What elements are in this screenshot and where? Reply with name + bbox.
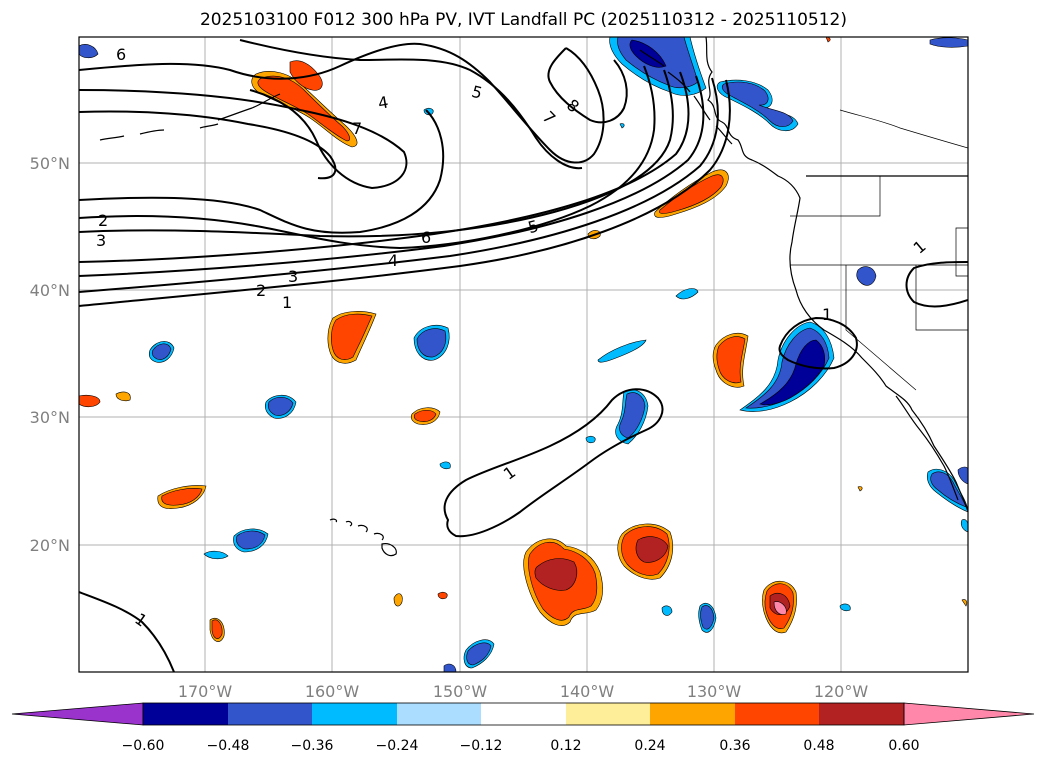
- se-alaska-islands: [639, 49, 733, 145]
- contour-north-wave-b: [239, 39, 583, 170]
- lon-label-170w: 170°W: [178, 682, 233, 701]
- contour-label-6-mid: 6: [421, 228, 431, 247]
- shade-neg-east-edge-a: [957, 466, 968, 485]
- colorbar-segment-2: [228, 703, 312, 725]
- shade-neg-tiny-d: [439, 461, 451, 470]
- colorbar-tick-label-2: −0.48: [207, 738, 250, 754]
- shade-pos-west-edge: [79, 394, 101, 408]
- contour-7: [79, 109, 445, 234]
- colorbar-segment-6: [566, 703, 650, 725]
- contour-label-2-west: 2: [98, 211, 108, 230]
- lat-label-40n: 40°N: [30, 281, 70, 300]
- contour-1: [79, 79, 731, 307]
- map-title: 2025103100 F012 300 hPa PV, IVT Landfall…: [199, 10, 847, 30]
- baja-peninsula: [895, 395, 959, 501]
- shade-neg-nevada: [856, 266, 877, 286]
- colorbar-segment-8: [735, 703, 819, 725]
- contour-2: [79, 77, 719, 293]
- shade-pos-west-small: [115, 391, 131, 402]
- lat-label-50n: 50°N: [30, 154, 70, 173]
- colorbar-segment-3: [312, 703, 397, 725]
- lon-label-150w: 150°W: [433, 682, 488, 701]
- contour-label-7-west: 7: [352, 119, 362, 138]
- contour-upper-loop: [79, 89, 408, 190]
- contour-1-sw: [79, 591, 175, 672]
- contour-4: [79, 71, 690, 263]
- shade-pos-small-c: [437, 592, 448, 600]
- colorbar-tick-label-4: −0.24: [376, 738, 419, 754]
- shade-neg-tiny-f: [661, 605, 673, 616]
- colorbar-tick-label-9: 0.48: [803, 738, 834, 754]
- lon-label-160w: 160°W: [305, 682, 360, 701]
- contour-label-4-mid: 4: [388, 251, 398, 270]
- colorbar-tick-label-8: 0.36: [719, 738, 750, 754]
- contour-label-2-mid: 2: [256, 281, 266, 300]
- shade-neg-tiny-e: [203, 550, 229, 560]
- colorbar-tick-label-3: −0.36: [291, 738, 334, 754]
- contour-1-subtropic: [443, 388, 664, 538]
- shade-neg-nw-corner: [79, 44, 99, 59]
- aleutians: [99, 93, 281, 141]
- lon-label-130w: 130°W: [687, 682, 742, 701]
- state-borders: [790, 109, 968, 391]
- colorbar-segment-7: [650, 703, 735, 725]
- contour-label-5-mid: 5: [526, 216, 541, 237]
- contour-5: [79, 69, 674, 238]
- contour-label-4-north: 4: [377, 92, 390, 112]
- shade-neg-tiny-g: [839, 603, 851, 612]
- shade-neg-north-central: [675, 288, 699, 300]
- shade-neg-tiny-b: [619, 123, 625, 129]
- colorbar-extend-high: [903, 702, 1035, 726]
- contour-inner-loop: [79, 110, 337, 180]
- hawaii: [329, 518, 397, 557]
- contour-6: [79, 65, 656, 250]
- shade-pos-east-edge: [961, 599, 968, 607]
- colorbar: −0.60 −0.48 −0.36 −0.24 −0.12 0.12 0.24 …: [11, 702, 1035, 754]
- colorbar-tick-label-1: −0.60: [122, 738, 165, 754]
- shade-neg-east-edge-b: [960, 519, 968, 533]
- lon-label-140w: 140°W: [560, 682, 615, 701]
- shade-pos-north-blob: [289, 60, 323, 91]
- contour-label-1-cal: 1: [822, 305, 832, 324]
- shade-neg-ne-corner: [929, 37, 968, 48]
- contour-label-6-nw: 6: [116, 45, 126, 64]
- shade-pos-small-b: [393, 593, 403, 607]
- shade-neg-tiny-c: [585, 436, 596, 444]
- coastlines: [99, 37, 968, 557]
- map-frame: [78, 36, 969, 673]
- shade-neg-bottom: [443, 663, 457, 672]
- colorbar-extend-low: [11, 702, 144, 726]
- negative-pc-shading: [79, 37, 968, 672]
- contour-north-wave: [79, 42, 605, 164]
- shade-pos-tiny: [857, 486, 863, 492]
- longitude-labels: 170°W 160°W 150°W 140°W 130°W 120°W: [178, 682, 869, 701]
- colorbar-segment-4: [397, 703, 481, 725]
- contour-1-east: [905, 261, 968, 308]
- contour-1-cal: [778, 316, 858, 370]
- colorbar-frame: [142, 702, 905, 726]
- colorbar-segment-9: [819, 703, 904, 725]
- colorbar-tick-label-5: −0.12: [460, 738, 503, 754]
- lon-label-120w: 120°W: [814, 682, 869, 701]
- north-america-coast: [705, 37, 968, 513]
- colorbar-segment-5: [481, 703, 566, 725]
- contour-8-loop: [547, 47, 628, 124]
- colorbar-tick-label-7: 0.24: [634, 738, 665, 754]
- lat-label-20n: 20°N: [30, 536, 70, 555]
- contour-label-5-north: 5: [470, 82, 485, 103]
- contour-label-3-west: 3: [96, 231, 106, 250]
- colorbar-tick-label-6: 0.12: [550, 738, 581, 754]
- colorbar-segment-1: [143, 703, 228, 725]
- latitude-labels: 50°N 40°N 30°N 20°N: [30, 154, 70, 555]
- lat-label-30n: 30°N: [30, 408, 70, 427]
- contour-label-3-mid: 3: [288, 267, 298, 286]
- contour-labels: 6 4 5 8 7 7 2 3 6 5 4 3 2 1 1 1 1 1: [96, 45, 930, 631]
- colorbar-tick-label-10: 0.60: [888, 738, 919, 754]
- contour-label-1-mid: 1: [282, 293, 292, 312]
- pv-contours: [79, 39, 968, 672]
- map-area: 6 4 5 8 7 7 2 3 6 5 4 3 2 1 1 1 1 1: [79, 37, 968, 672]
- shade-neg-streak: [597, 339, 647, 363]
